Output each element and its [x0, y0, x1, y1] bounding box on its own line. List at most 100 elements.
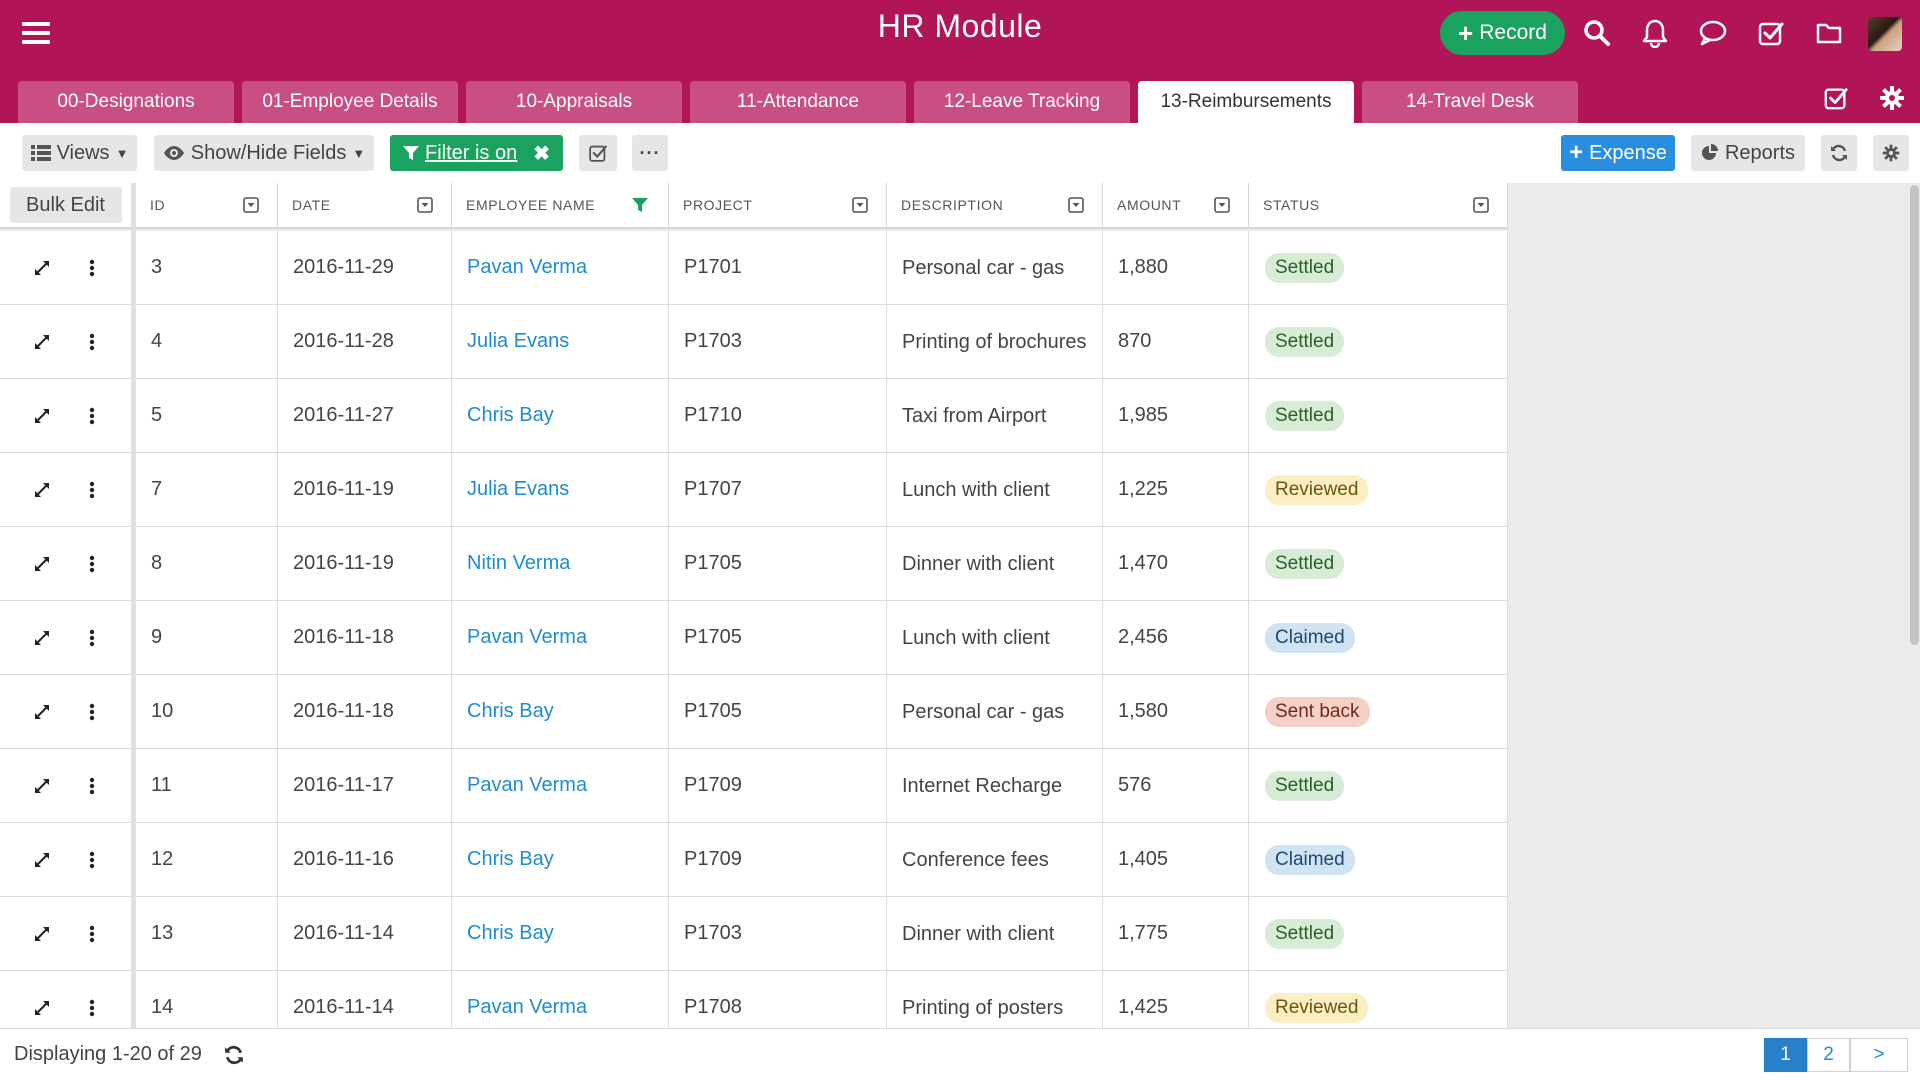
employee-name-column-header[interactable]: EMPLOYEE NAME — [452, 183, 669, 229]
table-row[interactable]: 7 2016-11-19 Julia Evans P1707 Lunch with cl… — [0, 453, 1508, 527]
user-avatar[interactable] — [1868, 17, 1902, 51]
reports-button[interactable]: Reports — [1691, 135, 1805, 171]
column-menu-dropdown-icon[interactable] — [1067, 196, 1084, 213]
gear-icon[interactable] — [1876, 82, 1908, 114]
employee-cell[interactable]: Chris Bay — [452, 897, 669, 971]
tab-label: 10-Appraisals — [515, 91, 633, 112]
status-column-header[interactable]: STATUS — [1249, 183, 1508, 229]
tab-travel-desk[interactable]: 14-Travel Desk — [1362, 81, 1578, 123]
description-cell: Dinner with client — [887, 897, 1103, 971]
row-menu-icon[interactable] — [82, 848, 102, 872]
row-menu-icon[interactable] — [82, 330, 102, 354]
expand-icon[interactable] — [31, 923, 53, 945]
add-record-button[interactable]: + Record — [1440, 11, 1565, 55]
tab-attendance[interactable]: 11-Attendance — [690, 81, 906, 123]
expand-icon[interactable] — [31, 479, 53, 501]
table-row[interactable]: 10 2016-11-18 Chris Bay P1705 Personal car -… — [0, 675, 1508, 749]
show-hide-fields-button[interactable]: Show/Hide Fields ▼ — [154, 135, 374, 171]
tab-leave-tracking[interactable]: 12-Leave Tracking — [914, 81, 1130, 123]
page-1-button[interactable]: 1 — [1764, 1038, 1807, 1072]
table-row[interactable]: 12 2016-11-16 Chris Bay P1709 Conference fee… — [0, 823, 1508, 897]
employee-cell[interactable]: Pavan Verma — [452, 601, 669, 675]
page-2-button[interactable]: 2 — [1807, 1038, 1850, 1072]
project-cell: P1703 — [669, 305, 887, 379]
row-menu-icon[interactable] — [82, 478, 102, 502]
table-row[interactable]: 4 2016-11-28 Julia Evans P1703 Printing of b… — [0, 305, 1508, 379]
row-menu-icon[interactable] — [82, 922, 102, 946]
expand-icon[interactable] — [31, 775, 53, 797]
employee-cell[interactable]: Chris Bay — [452, 823, 669, 897]
column-menu-dropdown-icon[interactable] — [1472, 196, 1489, 213]
amount-column-header[interactable]: AMOUNT — [1103, 183, 1249, 229]
row-menu-icon[interactable] — [82, 774, 102, 798]
employee-cell[interactable]: Julia Evans — [452, 453, 669, 527]
bulk-edit-button[interactable]: Bulk Edit — [9, 187, 122, 223]
employee-cell[interactable]: Chris Bay — [452, 675, 669, 749]
filter-toggle-button[interactable]: Filter is on ✖ — [390, 135, 563, 171]
row-menu-icon[interactable] — [82, 404, 102, 428]
tab-appraisals[interactable]: 10-Appraisals — [466, 81, 682, 123]
clear-filter-icon[interactable]: ✖ — [533, 142, 550, 165]
expand-icon[interactable] — [31, 257, 53, 279]
expand-icon[interactable] — [31, 701, 53, 723]
column-menu-dropdown-icon[interactable] — [1213, 196, 1230, 213]
column-menu-dropdown-icon[interactable] — [416, 196, 433, 213]
active-filter-icon[interactable] — [631, 196, 648, 213]
column-splitter[interactable] — [131, 183, 136, 1028]
settings-button[interactable] — [1873, 135, 1909, 171]
next-page-button[interactable]: > — [1850, 1038, 1908, 1072]
date-cell: 2016-11-27 — [278, 379, 452, 453]
column-menu-dropdown-icon[interactable] — [851, 196, 868, 213]
search-icon[interactable] — [1580, 16, 1614, 50]
column-header-label: STATUS — [1263, 197, 1320, 213]
row-menu-icon[interactable] — [82, 996, 102, 1020]
employee-cell[interactable]: Pavan Verma — [452, 231, 669, 305]
add-expense-button[interactable]: + Expense — [1561, 135, 1675, 171]
table-row[interactable]: 8 2016-11-19 Nitin Verma P1705 Dinner with c… — [0, 527, 1508, 601]
expand-icon[interactable] — [31, 553, 53, 575]
expand-icon[interactable] — [31, 627, 53, 649]
checkbox-icon[interactable] — [1754, 16, 1788, 50]
tab-employee-details[interactable]: 01-Employee Details — [242, 81, 458, 123]
expand-icon[interactable] — [31, 849, 53, 871]
vertical-scrollbar-thumb[interactable] — [1910, 185, 1919, 645]
expand-icon[interactable] — [31, 405, 53, 427]
date-column-header[interactable]: DATE — [278, 183, 452, 229]
select-checkbox-button[interactable] — [579, 135, 617, 171]
row-menu-icon[interactable] — [82, 626, 102, 650]
row-menu-icon[interactable] — [82, 700, 102, 724]
description-column-header[interactable]: DESCRIPTION — [887, 183, 1103, 229]
bell-icon[interactable] — [1638, 16, 1672, 50]
add-expense-label: Expense — [1589, 141, 1667, 164]
hamburger-menu-icon[interactable] — [22, 22, 50, 44]
employee-cell[interactable]: Nitin Verma — [452, 527, 669, 601]
table-row[interactable]: 3 2016-11-29 Pavan Verma P1701 Personal car … — [0, 231, 1508, 305]
employee-cell[interactable]: Chris Bay — [452, 379, 669, 453]
views-button[interactable]: Views ▼ — [22, 135, 137, 171]
employee-cell[interactable]: Pavan Verma — [452, 749, 669, 823]
row-menu-icon[interactable] — [82, 256, 102, 280]
table-row[interactable]: 11 2016-11-17 Pavan Verma P1709 Internet Rec… — [0, 749, 1508, 823]
employee-cell[interactable]: Pavan Verma — [452, 971, 669, 1028]
table-row[interactable]: 13 2016-11-14 Chris Bay P1703 Dinner with cl… — [0, 897, 1508, 971]
more-options-button[interactable]: ··· — [632, 135, 668, 171]
refresh-button[interactable] — [1821, 135, 1857, 171]
chat-icon[interactable] — [1696, 16, 1730, 50]
expand-icon[interactable] — [31, 331, 53, 353]
tab-reimbursements[interactable]: 13-Reimbursements — [1138, 81, 1354, 123]
project-column-header[interactable]: PROJECT — [669, 183, 887, 229]
refresh-icon[interactable] — [222, 1043, 246, 1067]
id-column-header[interactable]: ID — [136, 183, 278, 229]
row-menu-icon[interactable] — [82, 552, 102, 576]
expand-icon[interactable] — [31, 997, 53, 1019]
folder-icon[interactable] — [1812, 16, 1846, 50]
table-row[interactable]: 9 2016-11-18 Pavan Verma P1705 Lunch with cl… — [0, 601, 1508, 675]
filter-label: Filter is on — [424, 141, 518, 164]
tasks-checkbox-icon[interactable] — [1820, 82, 1852, 114]
column-menu-dropdown-icon[interactable] — [242, 196, 259, 213]
employee-cell[interactable]: Julia Evans — [452, 305, 669, 379]
tab-designations[interactable]: 00-Designations — [18, 81, 234, 123]
table-row[interactable]: 5 2016-11-27 Chris Bay P1710 Taxi from Airpo… — [0, 379, 1508, 453]
table-row[interactable]: 14 2016-11-14 Pavan Verma P1708 Printing of … — [0, 971, 1508, 1028]
column-header-label: AMOUNT — [1117, 197, 1182, 213]
